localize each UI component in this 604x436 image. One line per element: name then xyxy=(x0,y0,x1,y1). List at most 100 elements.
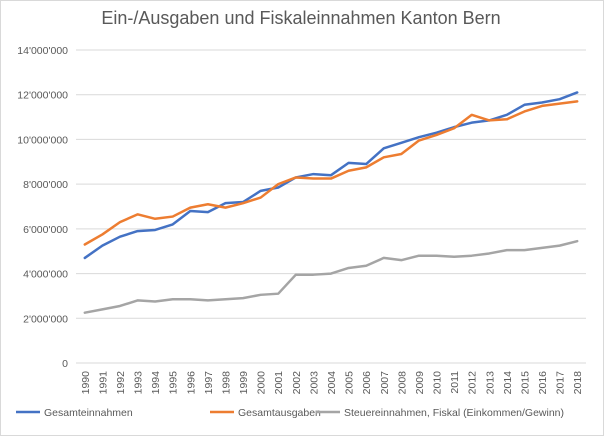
y-tick-label: 4'000'000 xyxy=(23,269,68,281)
data-point xyxy=(330,174,332,176)
x-tick-label: 1998 xyxy=(220,371,232,395)
data-point xyxy=(435,131,438,134)
data-point xyxy=(242,202,244,204)
data-point xyxy=(558,244,561,247)
x-tick-label: 2009 xyxy=(414,371,426,395)
x-tick-label: 1994 xyxy=(150,371,162,395)
data-point xyxy=(83,243,86,246)
y-tick-label: 6'000'000 xyxy=(23,224,68,236)
data-point xyxy=(470,121,473,124)
x-tick-label: 2001 xyxy=(273,371,285,395)
data-point xyxy=(418,139,420,142)
data-point xyxy=(224,298,227,301)
data-point xyxy=(330,177,332,180)
data-point xyxy=(259,294,262,296)
x-tick-label: 2002 xyxy=(291,371,303,395)
data-point xyxy=(312,173,315,175)
data-point xyxy=(119,221,121,223)
y-tick-label: 12'000'000 xyxy=(17,90,68,102)
data-point xyxy=(382,147,385,150)
y-tick-label: 14'000'000 xyxy=(17,45,68,57)
data-point xyxy=(259,190,262,192)
data-point xyxy=(171,223,174,226)
data-point xyxy=(470,254,473,257)
x-tick-label: 2005 xyxy=(344,371,356,395)
data-point xyxy=(365,264,367,267)
data-point xyxy=(506,114,508,116)
legend-label-3: Steuereinnahmen, Fiskal (Einkommen/Gewin… xyxy=(344,407,564,419)
x-axis-labels: 1990 1991 1992 1993 1994 1995 1996 1997 1998 1999… xyxy=(80,371,584,395)
data-point xyxy=(576,100,579,103)
data-point xyxy=(242,297,244,299)
data-point xyxy=(136,213,139,216)
data-point xyxy=(523,249,526,251)
x-tick-label: 1997 xyxy=(203,371,215,395)
data-point xyxy=(365,163,367,165)
y-axis-labels: 0 2'000'000 4'000'000 6'000'000 8'000'000 10'… xyxy=(17,45,68,370)
data-point xyxy=(224,206,227,209)
data-point xyxy=(453,256,455,258)
y-tick-label: 0 xyxy=(62,358,68,370)
data-point xyxy=(453,127,455,130)
x-tick-label: 2006 xyxy=(361,371,373,395)
data-point xyxy=(347,162,350,164)
data-point xyxy=(295,176,297,179)
x-tick-label: 2010 xyxy=(432,371,444,395)
data-point xyxy=(154,229,156,231)
x-tick-label: 2018 xyxy=(572,371,584,395)
data-point xyxy=(576,240,579,242)
y-tick-label: 10'000'000 xyxy=(17,134,68,146)
data-point xyxy=(189,206,192,209)
data-point xyxy=(136,230,139,232)
x-tick-label: 1991 xyxy=(97,371,109,395)
data-point xyxy=(418,254,420,257)
data-point xyxy=(382,156,385,159)
x-tick-label: 2000 xyxy=(256,371,268,395)
x-tick-label: 2014 xyxy=(502,371,514,395)
data-point xyxy=(171,298,174,301)
data-point xyxy=(523,110,526,113)
x-tick-label: 2004 xyxy=(326,371,338,395)
data-point xyxy=(259,196,262,199)
data-point xyxy=(488,252,491,255)
data-point xyxy=(207,203,209,206)
series-line-3 xyxy=(83,239,579,314)
data-point xyxy=(418,136,420,138)
data-point xyxy=(277,186,280,189)
data-point xyxy=(136,299,139,302)
data-point xyxy=(312,273,315,276)
x-tick-label: 2015 xyxy=(519,371,531,395)
data-point xyxy=(207,211,209,213)
data-point xyxy=(435,134,438,136)
data-point xyxy=(83,311,86,314)
data-point xyxy=(295,273,297,276)
data-point xyxy=(382,257,385,259)
data-point xyxy=(506,118,508,121)
data-point xyxy=(347,169,350,172)
series-lines xyxy=(83,91,579,314)
data-point xyxy=(83,257,86,259)
data-point xyxy=(119,305,121,307)
x-tick-label: 1993 xyxy=(133,371,145,395)
x-tick-label: 2011 xyxy=(449,371,461,394)
data-point xyxy=(435,254,438,257)
data-point xyxy=(189,298,192,301)
y-tick-label: 8'000'000 xyxy=(23,179,68,191)
data-point xyxy=(400,259,403,261)
data-point xyxy=(101,233,104,236)
data-point xyxy=(171,215,174,218)
x-tick-label: 2017 xyxy=(555,371,567,395)
legend-label-1: Gesamteinnahmen xyxy=(44,407,133,419)
data-point xyxy=(470,114,473,116)
data-point xyxy=(558,102,561,105)
data-point xyxy=(541,247,543,249)
x-tick-label: 2016 xyxy=(537,371,549,395)
x-tick-label: 1999 xyxy=(238,371,250,395)
x-tick-label: 2013 xyxy=(484,371,496,395)
legend-label-2: Gesamtausgaben xyxy=(238,407,321,419)
x-tick-label: 2003 xyxy=(308,371,320,395)
data-point xyxy=(400,153,403,155)
data-point xyxy=(506,249,508,251)
data-point xyxy=(154,300,156,303)
chart-title: Ein-/Ausgaben und Fiskaleinnahmen Kanton… xyxy=(101,8,501,28)
